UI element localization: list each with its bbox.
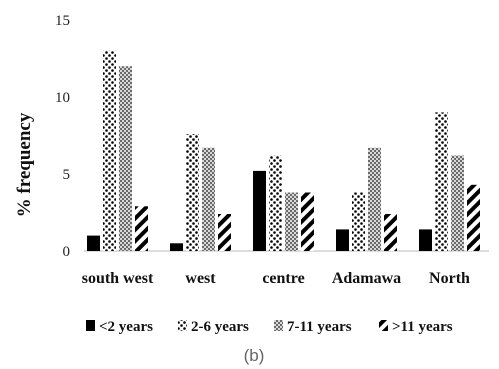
bar-centre-7-11-years bbox=[285, 192, 298, 251]
bar-west-11-years bbox=[218, 214, 231, 251]
bar-south-west-2-6-years bbox=[103, 50, 116, 251]
legend-swatch-11-years bbox=[379, 320, 388, 331]
legend-label: <2 years bbox=[99, 319, 153, 335]
y-tick-label: 15 bbox=[55, 13, 70, 29]
bar-centre-2-years bbox=[253, 170, 266, 251]
legend-swatch-2-years bbox=[86, 320, 95, 331]
legend-label: 2-6 years bbox=[191, 319, 249, 335]
bar-west-2-years bbox=[170, 243, 183, 251]
bar-centre-11-years bbox=[301, 192, 314, 251]
bar-west-7-11-years bbox=[202, 147, 215, 251]
legend-label: >11 years bbox=[392, 319, 453, 335]
bar-north-7-11-years bbox=[451, 155, 464, 251]
x-category-label: Adamawa bbox=[332, 270, 401, 287]
legend-swatch-2-6-years bbox=[178, 320, 187, 331]
bar-west-2-6-years bbox=[186, 134, 199, 251]
bar-north-2-6-years bbox=[435, 112, 448, 252]
bar-south-west-11-years bbox=[135, 206, 148, 251]
y-axis-label: % frequency bbox=[14, 112, 35, 217]
x-category-label: North bbox=[429, 270, 470, 287]
bar-north-2-years bbox=[419, 229, 432, 251]
x-category-label: south west bbox=[82, 270, 154, 287]
legend-swatch-7-11-years bbox=[274, 320, 283, 331]
y-tick-label: 0 bbox=[63, 244, 71, 260]
bar-adamawa-11-years bbox=[384, 214, 397, 251]
bar-north-11-years bbox=[467, 184, 480, 251]
legend-label: 7-11 years bbox=[287, 319, 352, 335]
bar-south-west-7-11-years bbox=[119, 66, 132, 251]
x-category-label: centre bbox=[262, 270, 304, 287]
y-axis-ticks: 0 5 10 15 bbox=[55, 13, 70, 260]
legend: <2 years 2-6 years 7-11 years >11 years bbox=[86, 319, 453, 335]
panel-caption: (b) bbox=[244, 346, 265, 365]
category-labels: south west west centre Adamawa North bbox=[82, 270, 470, 287]
bar-series-group bbox=[87, 50, 480, 252]
bar-centre-2-6-years bbox=[269, 155, 282, 251]
bar-adamawa-7-11-years bbox=[368, 147, 381, 251]
bar-south-west-2-years bbox=[87, 235, 100, 251]
y-tick-label: 5 bbox=[63, 167, 71, 183]
bar-adamawa-2-years bbox=[336, 229, 349, 251]
x-category-label: west bbox=[185, 270, 216, 287]
bar-adamawa-2-6-years bbox=[352, 192, 365, 251]
y-tick-label: 10 bbox=[55, 90, 70, 106]
